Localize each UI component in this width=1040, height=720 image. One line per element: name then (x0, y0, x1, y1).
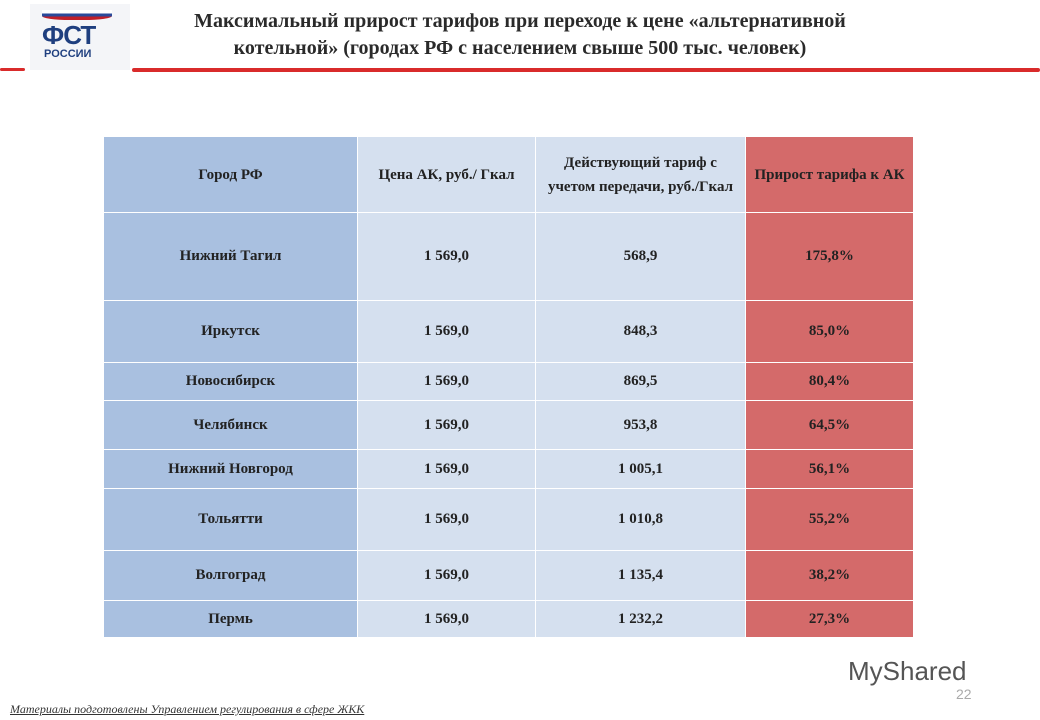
header-row: Город РФ Цена АК, руб./ Гкал Действующий т… (103, 136, 914, 213)
logo-text: ФСТ (42, 20, 96, 50)
flag-icon (42, 10, 112, 20)
table-cell: Нижний Тагил (103, 212, 358, 301)
fst-logo: ФСТ РОССИИ (30, 4, 130, 70)
table-cell: 38,2% (745, 550, 914, 601)
table-row: Нижний Новгород 1 569,0 1 005,1 56,1% (103, 449, 914, 489)
table-row: Челябинск 1 569,0 953,8 64,5% (103, 400, 914, 450)
table-cell: 1 005,1 (535, 449, 746, 489)
table-cell: 1 569,0 (357, 362, 536, 401)
table-cell: 1 569,0 (357, 300, 536, 363)
table-cell: Волгоград (103, 550, 358, 601)
table-cell: 1 010,8 (535, 488, 746, 551)
column-header: Цена АК, руб./ Гкал (357, 136, 536, 213)
table-cell: 1 569,0 (357, 449, 536, 489)
table-cell: 56,1% (745, 449, 914, 489)
logo-subtext: РОССИИ (44, 48, 92, 60)
table-cell: Иркутск (103, 300, 358, 363)
table-cell: 848,3 (535, 300, 746, 363)
table-row: Тольятти 1 569,0 1 010,8 55,2% (103, 488, 914, 551)
column-header: Город РФ (103, 136, 358, 213)
page-title: Максимальный прирост тарифов при переход… (194, 10, 846, 59)
table-cell: 1 135,4 (535, 550, 746, 601)
table-cell: 85,0% (745, 300, 914, 363)
table-cell: 1 569,0 (357, 488, 536, 551)
page-number: 22 (956, 686, 972, 702)
table-cell: 1 569,0 (357, 550, 536, 601)
table-cell: 27,3% (745, 600, 914, 638)
tariff-table: Город РФ Цена АК, руб./ Гкал Действующий т… (103, 136, 914, 638)
table-cell: 64,5% (745, 400, 914, 450)
divider (132, 68, 1040, 72)
table-cell: 175,8% (745, 212, 914, 301)
table-row: Нижний Тагил 1 569,0 568,9 175,8% (103, 212, 914, 301)
table-cell: 55,2% (745, 488, 914, 551)
table-cell: Челябинск (103, 400, 358, 450)
table-cell: 1 569,0 (357, 212, 536, 301)
column-header: Прирост тарифа к АК (745, 136, 914, 213)
table-cell: 869,5 (535, 362, 746, 401)
table-cell: Тольятти (103, 488, 358, 551)
table-row: Иркутск 1 569,0 848,3 85,0% (103, 300, 914, 363)
table-cell: 1 569,0 (357, 600, 536, 638)
table-cell: 568,9 (535, 212, 746, 301)
watermark: MyShared (848, 656, 967, 686)
table-cell: 953,8 (535, 400, 746, 450)
table-row: Волгоград 1 569,0 1 135,4 38,2% (103, 550, 914, 601)
table-cell: Новосибирск (103, 362, 358, 401)
table-cell: 1 232,2 (535, 600, 746, 638)
table-cell: Пермь (103, 600, 358, 638)
column-header: Действующий тариф с учетом передачи, руб… (535, 136, 746, 213)
table-row: Пермь 1 569,0 1 232,2 27,3% (103, 600, 914, 638)
table-cell: 1 569,0 (357, 400, 536, 450)
table-cell: 80,4% (745, 362, 914, 401)
divider (0, 68, 25, 71)
table-cell: Нижний Новгород (103, 449, 358, 489)
footer-note: Материалы подготовлены Управлением регул… (10, 702, 365, 716)
table-row: Новосибирск 1 569,0 869,5 80,4% (103, 362, 914, 401)
